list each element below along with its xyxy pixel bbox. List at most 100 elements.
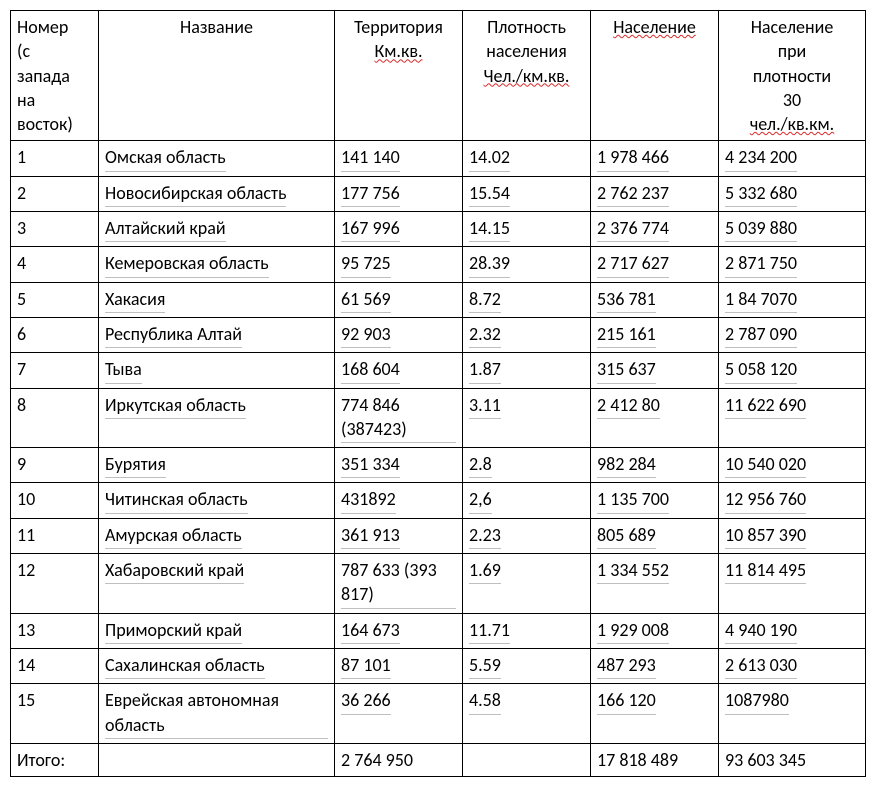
cell-value: 36 266 xyxy=(341,688,391,714)
cell-name: Кемеровская область xyxy=(99,247,335,282)
cell-num: 1 xyxy=(11,141,99,176)
cell-area: 787 633 (393 817) xyxy=(335,554,463,614)
cell-value: 14.15 xyxy=(469,216,510,242)
table-row: 1Омская область141 14014.021 978 4664 23… xyxy=(11,141,866,176)
cell-pop_at_30: 2 871 750 xyxy=(719,247,866,282)
spellcheck-underline: Чел./км.кв. xyxy=(484,65,570,87)
col-header-num: Номер(сзападанавосток) xyxy=(11,11,99,141)
cell-value: 787 633 (393 817) xyxy=(341,558,456,609)
cell-name: Алтайский край xyxy=(99,212,335,247)
cell-value: Хакасия xyxy=(105,287,165,313)
table-row: 3Алтайский край167 99614.152 376 7745 03… xyxy=(11,212,866,247)
cell-value: 536 781 xyxy=(597,287,656,313)
cell-value: 12 956 760 xyxy=(725,487,806,513)
cell-name: Читинская область xyxy=(99,483,335,518)
table-row: 15Еврейская автономная область36 2664.58… xyxy=(11,684,866,744)
cell-value: 5 332 680 xyxy=(725,181,797,207)
cell-value: Читинская область xyxy=(105,487,248,513)
cell-population: 536 781 xyxy=(591,282,719,317)
cell-name: Хакасия xyxy=(99,282,335,317)
cell-density: 1.87 xyxy=(463,353,591,388)
cell-area: 177 756 xyxy=(335,176,463,211)
cell-pop_at_30: 2 613 030 xyxy=(719,648,866,683)
cell-density: 8.72 xyxy=(463,282,591,317)
cell-name: Приморский край xyxy=(99,613,335,648)
cell-value: 2.32 xyxy=(469,322,501,348)
table-row: 9Бурятия351 3342.8982 28410 540 020 xyxy=(11,448,866,483)
cell-value: Бурятия xyxy=(105,452,166,478)
cell-num: 4 xyxy=(11,247,99,282)
cell-num: 14 xyxy=(11,648,99,683)
cell-value: Приморский край xyxy=(105,618,242,644)
cell-value: 5 039 880 xyxy=(725,216,797,242)
cell-value: Амурская область xyxy=(105,523,242,549)
cell-value: 4.58 xyxy=(469,688,501,714)
cell-value: 805 689 xyxy=(597,523,656,549)
cell-value: 1087980 xyxy=(725,688,789,714)
table-row: 8Иркутская область774 846 (387423)3.112 … xyxy=(11,388,866,448)
table-row: 12Хабаровский край787 633 (393 817)1.691… xyxy=(11,554,866,614)
cell-value: 164 673 xyxy=(341,618,400,644)
cell-density: 2,6 xyxy=(463,483,591,518)
cell-value: 2,6 xyxy=(469,487,492,513)
cell-value: 11 814 495 xyxy=(725,558,806,584)
cell-population: 2 412 80 xyxy=(591,388,719,448)
cell-name: Омская область xyxy=(99,141,335,176)
cell-value: 3.11 xyxy=(469,393,501,419)
cell-value: 4 234 200 xyxy=(725,145,797,171)
cell-population: 1 334 552 xyxy=(591,554,719,614)
cell-pop_at_30: 1087980 xyxy=(719,684,866,744)
cell-value: 2 376 774 xyxy=(597,216,669,242)
spellcheck-underline: чел./кв.км. xyxy=(750,113,834,135)
cell-value: 315 637 xyxy=(597,357,656,383)
cell-pop_at_30: 10 857 390 xyxy=(719,518,866,553)
cell-value: 1.87 xyxy=(469,357,501,383)
cell-value: 1 135 700 xyxy=(597,487,669,513)
cell-value: 10 540 020 xyxy=(725,452,806,478)
cell-value: 487 293 xyxy=(597,653,656,679)
cell-value: 61 569 xyxy=(341,287,391,313)
cell-pop_at_30: 2 787 090 xyxy=(719,317,866,352)
table-row: 10Читинская область4318922,61 135 70012 … xyxy=(11,483,866,518)
cell-num: 6 xyxy=(11,317,99,352)
cell-name: Амурская область xyxy=(99,518,335,553)
table-row: 14Сахалинская область87 1015.59487 2932 … xyxy=(11,648,866,683)
cell-value: Еврейская автономная область xyxy=(105,688,328,739)
cell-density: 2.8 xyxy=(463,448,591,483)
cell-value: 1 929 008 xyxy=(597,618,669,644)
cell-name: Республика Алтай xyxy=(99,317,335,352)
cell-area: 361 913 xyxy=(335,518,463,553)
table-row: 6Республика Алтай92 9032.32215 1612 787 … xyxy=(11,317,866,352)
cell-pop_at_30: 5 332 680 xyxy=(719,176,866,211)
cell-area: 92 903 xyxy=(335,317,463,352)
cell-name: Сахалинская область xyxy=(99,648,335,683)
cell-population: 982 284 xyxy=(591,448,719,483)
cell-population: 315 637 xyxy=(591,353,719,388)
cell-num: 2 xyxy=(11,176,99,211)
cell-value: 351 334 xyxy=(341,452,400,478)
cell-value: 141 140 xyxy=(341,145,400,171)
cell-density: 2.23 xyxy=(463,518,591,553)
cell-value: 28.39 xyxy=(469,251,510,277)
col-header-area: ТерриторияКм.кв. xyxy=(335,11,463,141)
table-row: 5Хакасия61 5698.72536 7811 84 7070 xyxy=(11,282,866,317)
cell-pop_at_30: 11 814 495 xyxy=(719,554,866,614)
cell-value: 1 334 552 xyxy=(597,558,669,584)
cell-value: 177 756 xyxy=(341,181,400,207)
cell-value: Кемеровская область xyxy=(105,251,269,277)
cell-value: 1.69 xyxy=(469,558,501,584)
cell-value: Сахалинская область xyxy=(105,653,265,679)
cell-value: 982 284 xyxy=(597,452,656,478)
cell-num: 13 xyxy=(11,613,99,648)
col-header-pop_at_30: Населениеприплотности30чел./кв.км. xyxy=(719,11,866,141)
cell-area: 164 673 xyxy=(335,613,463,648)
footer-cell-pop_at_30: 93 603 345 xyxy=(719,743,866,776)
cell-value: 2 787 090 xyxy=(725,322,797,348)
cell-name: Новосибирская область xyxy=(99,176,335,211)
cell-area: 167 996 xyxy=(335,212,463,247)
spellcheck-underline: Км.кв. xyxy=(374,40,422,62)
cell-value: 87 101 xyxy=(341,653,391,679)
table-row: 4Кемеровская область95 72528.392 717 627… xyxy=(11,247,866,282)
table-row: 11Амурская область361 9132.23805 68910 8… xyxy=(11,518,866,553)
cell-area: 774 846 (387423) xyxy=(335,388,463,448)
